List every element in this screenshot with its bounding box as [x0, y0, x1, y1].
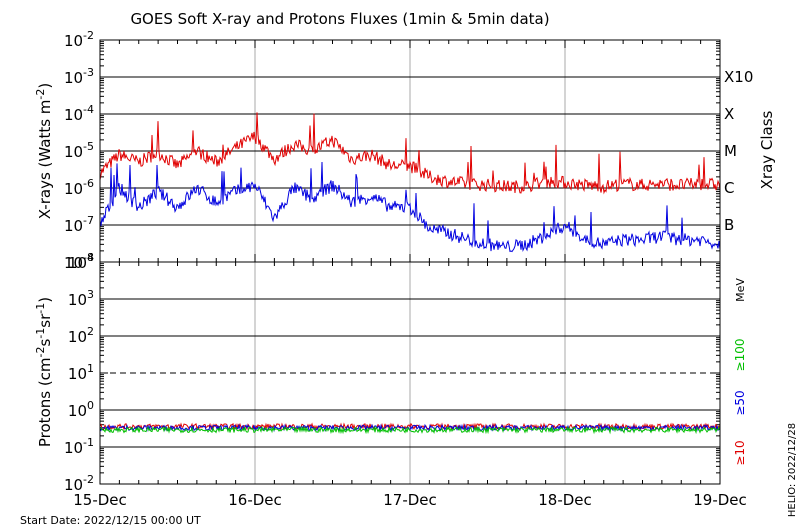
xray-y-tick-label: 10-5: [64, 140, 94, 161]
xray-y-tick-label: 10-2: [64, 29, 94, 50]
proton-series-line: [99, 425, 721, 435]
proton-panel: 104 103 102 101 100 10-1 10-2 MeV ≥100 ≥50 ≥10 P…: [34, 251, 747, 494]
xray-panel: 10-2 10-3 10-4 10-5 10-6 10-7 10-8 X10 X M C B Xra…: [34, 29, 776, 484]
xray-class-label: X: [724, 105, 734, 123]
proton-gridlines: [100, 261, 720, 485]
xray-class-label: X10: [724, 68, 753, 86]
proton-series: [99, 422, 721, 435]
proton-legend: ≥100 ≥50 ≥10: [733, 339, 747, 466]
proton-legend-label: ≥50: [733, 390, 747, 415]
xray-series-line: [99, 161, 721, 253]
credit-label: HELIO: 2022/12/28: [787, 423, 798, 517]
proton-legend-label: ≥10: [733, 440, 747, 465]
xray-class-axis-title: Xray Class: [758, 110, 776, 189]
chart-title: GOES Soft X-ray and Protons Fluxes (1min…: [130, 10, 549, 28]
xray-y-tick-labels: 10-2 10-3 10-4 10-5 10-6 10-7 10-8: [64, 29, 94, 272]
xray-class-labels: X10 X M C B: [724, 68, 753, 234]
x-tick-label: 15-Dec: [73, 491, 127, 509]
xray-y-tick-label: 10-6: [64, 177, 94, 198]
xray-y-tick-label: 10-4: [64, 103, 94, 124]
proton-legend-label: ≥100: [733, 339, 747, 372]
proton-y-tick-label: 104: [68, 251, 94, 272]
x-tick-label: 16-Dec: [228, 491, 282, 509]
xray-class-label: B: [724, 216, 734, 234]
xray-y-tick-label: 10-8: [64, 251, 94, 272]
proton-frame: [99, 261, 721, 485]
xray-series: [99, 112, 721, 253]
proton-y-tick-label: 10-2: [64, 473, 94, 494]
proton-y-tick-label: 102: [68, 325, 94, 346]
xray-y-tick-label: 10-3: [64, 66, 94, 87]
xray-series-line: [99, 112, 721, 195]
proton-y-tick-label: 100: [68, 399, 94, 420]
xray-class-label: M: [724, 142, 737, 160]
xray-class-label: C: [724, 179, 734, 197]
proton-y-axis-title: Protons (cm-2s-1sr-1): [34, 297, 54, 447]
proton-unit-label: MeV: [734, 278, 747, 302]
proton-y-tick-label: 103: [68, 288, 94, 309]
x-tick-label: 17-Dec: [383, 491, 437, 509]
x-tick-label: 18-Dec: [538, 491, 592, 509]
xray-y-axis-title: X-rays (Watts m-2): [34, 83, 54, 219]
proton-y-tick-label: 101: [68, 362, 94, 383]
x-tick-label: 19-Dec: [693, 491, 747, 509]
xray-y-tick-label: 10-7: [64, 214, 94, 235]
start-date-label: Start Date: 2022/12/15 00:00 UT: [20, 514, 201, 527]
x-axis-tick-labels: 15-Dec 16-Dec 17-Dec 18-Dec 19-Dec: [73, 491, 747, 509]
proton-y-tick-labels: 104 103 102 101 100 10-1 10-2: [64, 251, 94, 494]
proton-y-tick-label: 10-1: [64, 436, 94, 457]
